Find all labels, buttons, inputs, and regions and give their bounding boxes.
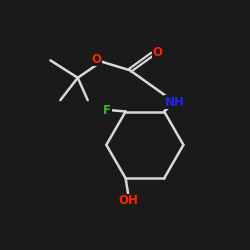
- Text: NH: NH: [165, 96, 184, 108]
- Text: O: O: [91, 52, 101, 66]
- Text: F: F: [103, 104, 111, 117]
- Text: OH: OH: [118, 194, 138, 207]
- Text: O: O: [153, 46, 163, 60]
